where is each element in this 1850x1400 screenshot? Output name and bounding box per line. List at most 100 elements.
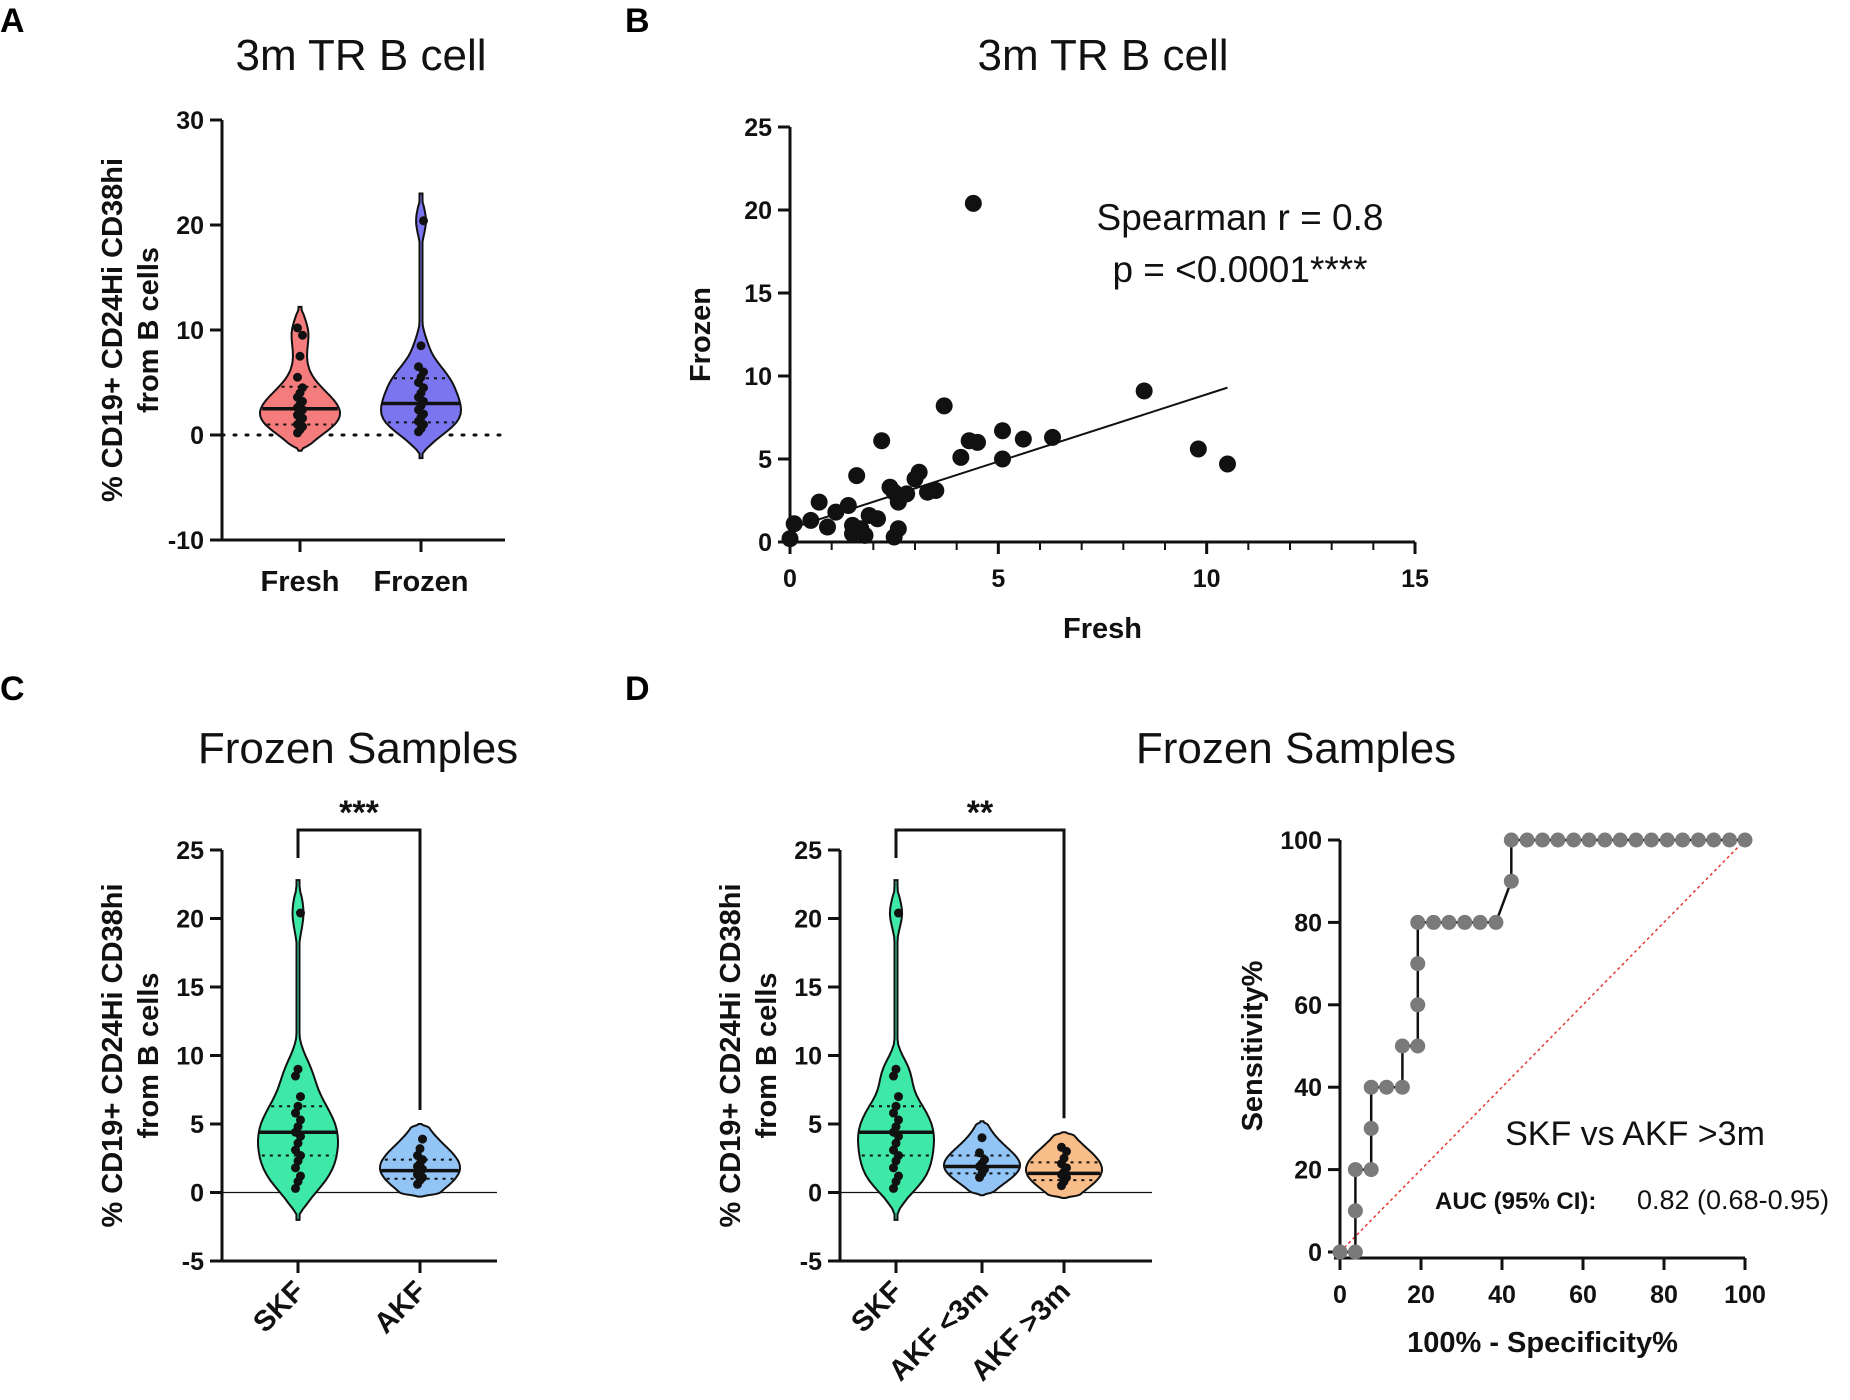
x-category-label: SKF — [845, 1275, 909, 1339]
x-axis-label: Fresh — [1063, 613, 1142, 645]
y-axis-label: Frozen — [685, 287, 717, 382]
data-point — [894, 1092, 903, 1102]
roc-point — [1675, 832, 1691, 848]
roc-point — [1441, 914, 1457, 930]
x-category-label: Frozen — [373, 566, 468, 598]
panel-c-violin-chart: -5 0 5 10 15 20 25 % CD19+ CD24Hi CD38hi from B … — [97, 794, 497, 1340]
data-point — [291, 1145, 300, 1155]
scatter-point — [781, 530, 799, 548]
scatter-point — [873, 432, 891, 450]
roc-point — [1737, 832, 1753, 848]
data-point — [293, 1138, 303, 1148]
data-point — [889, 1108, 898, 1118]
scatter-point — [969, 433, 986, 451]
data-point — [295, 351, 305, 361]
scatter-point — [935, 397, 953, 415]
y-axis-label-line1: % CD19+ CD24Hi CD38hi — [97, 158, 129, 502]
data-point — [291, 1071, 300, 1081]
data-point — [298, 330, 307, 340]
auc-label: AUC (95% CI): — [1435, 1188, 1596, 1215]
panel-d-title: Frozen Samples — [1136, 724, 1456, 773]
data-point — [296, 908, 305, 918]
scatter-point — [785, 515, 803, 533]
roc-point — [1519, 832, 1535, 848]
roc-point — [1379, 1079, 1395, 1095]
y-tick-label: 100 — [1280, 827, 1322, 855]
panel-d-roc-chart: 0 20 40 60 80 100 0 20 40 60 80 100 100% - Specifici… — [1237, 827, 1829, 1359]
auc-value: 0.82 (0.68-0.95) — [1637, 1185, 1829, 1215]
panel-a-violin-chart: -10 0 10 20 30 % CD19+ CD24Hi CD38hi from B ce… — [97, 107, 507, 598]
roc-point — [1410, 1038, 1426, 1054]
panel-d-violin-chart: -5 0 5 10 15 20 25 % CD19+ CD24Hi CD38hi from B … — [715, 794, 1152, 1387]
x-tick-label: 15 — [1401, 565, 1429, 593]
data-point — [889, 1071, 898, 1081]
roc-point — [1503, 832, 1519, 848]
roc-point — [1410, 914, 1426, 930]
y-axis-label-line1: % CD19+ CD24Hi CD38hi — [97, 883, 129, 1227]
data-point — [889, 1163, 898, 1173]
violin-skf — [256, 879, 340, 1221]
data-point — [293, 1064, 303, 1074]
scatter-point — [869, 510, 886, 528]
y-axis-label: % CD19+ CD24Hi CD38hi from B cells — [97, 158, 165, 502]
panel-letter-b: B — [625, 2, 650, 40]
roc-comparison-label: SKF vs AKF >3m — [1505, 1115, 1765, 1153]
panel-c-title: Frozen Samples — [198, 724, 518, 773]
y-axis-label-line1: % CD19+ CD24Hi CD38hi — [715, 883, 747, 1227]
data-point — [894, 1115, 903, 1125]
data-point — [891, 1064, 901, 1074]
y-tick-label: 15 — [794, 974, 822, 1002]
scatter-point — [964, 194, 982, 212]
data-point — [296, 1092, 305, 1102]
y-tick-label: 20 — [176, 212, 204, 240]
scatter-point — [885, 528, 903, 546]
panel-letter-c: C — [0, 670, 25, 708]
roc-point — [1597, 832, 1613, 848]
scatter-point — [927, 482, 945, 500]
y-tick-label: -10 — [168, 527, 204, 555]
significance-label: *** — [339, 794, 379, 832]
roc-point — [1363, 1120, 1379, 1136]
data-point — [1057, 1142, 1066, 1152]
y-axis-label-line2: from B cells — [133, 973, 165, 1139]
y-axis-label: % CD19+ CD24Hi CD38hi from B cells — [97, 883, 165, 1227]
roc-point — [1347, 1203, 1363, 1219]
scatter-point — [994, 450, 1011, 468]
y-tick-label: 60 — [1294, 992, 1322, 1020]
y-tick-label: 20 — [176, 906, 204, 934]
significance-label: ** — [967, 794, 994, 832]
significance-bracket — [296, 828, 422, 1110]
panel-letter-d: D — [625, 670, 650, 708]
y-tick-label: 0 — [1308, 1239, 1322, 1267]
data-point — [418, 1134, 427, 1144]
scatter-point — [1014, 430, 1032, 448]
data-point — [413, 1151, 422, 1161]
x-tick-label: 10 — [1193, 565, 1221, 593]
roc-point — [1332, 1244, 1348, 1260]
scatter-point — [827, 503, 845, 521]
scatter-point — [819, 518, 836, 536]
roc-point — [1503, 873, 1519, 889]
data-point — [291, 1108, 300, 1118]
y-axis-label-line2: from B cells — [751, 973, 783, 1139]
roc-point — [1426, 914, 1442, 930]
y-tick-label: 0 — [808, 1180, 822, 1208]
y-tick-label: 0 — [190, 1180, 204, 1208]
scatter-point — [952, 448, 970, 466]
x-tick-label: 60 — [1569, 1281, 1597, 1309]
x-axis-label: 100% - Specificity% — [1407, 1327, 1678, 1359]
y-tick-label: 40 — [1294, 1074, 1322, 1102]
significance-bracket — [894, 828, 1066, 1119]
scatter-point — [848, 467, 866, 485]
scatter-point — [994, 422, 1011, 440]
y-tick-label: 5 — [758, 446, 772, 474]
data-point — [296, 1115, 305, 1125]
panel-b-title: 3m TR B cell — [977, 31, 1228, 80]
data-point — [977, 1133, 987, 1143]
data-point — [894, 908, 903, 918]
data-point — [1059, 1153, 1069, 1163]
y-axis-label: % CD19+ CD24Hi CD38hi from B cells — [715, 883, 783, 1227]
roc-point — [1690, 832, 1706, 848]
y-axis-label-line2: from B cells — [133, 247, 165, 413]
